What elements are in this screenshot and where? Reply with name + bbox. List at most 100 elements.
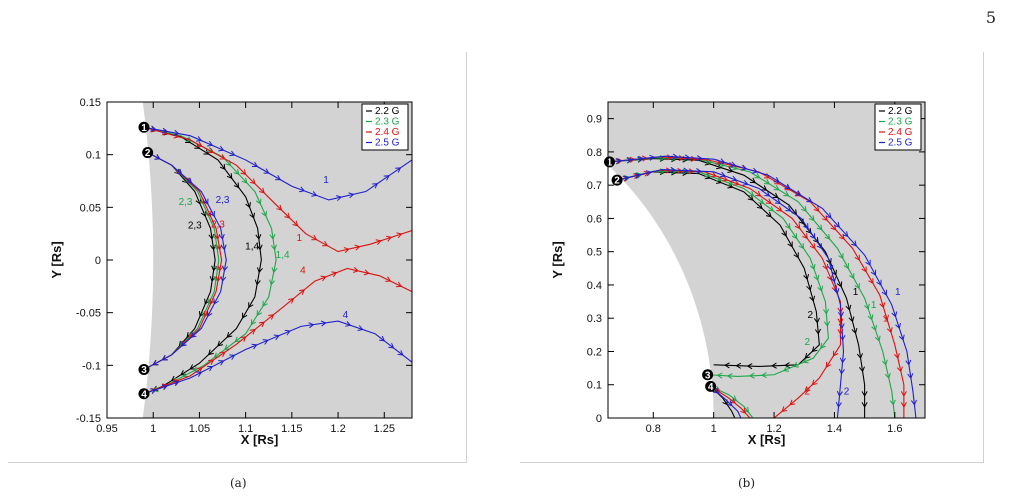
direction-arrow (249, 178, 256, 185)
direction-arrow (822, 263, 829, 271)
direction-arrow (716, 163, 723, 170)
direction-arrow (813, 274, 820, 281)
direction-arrow (385, 276, 392, 282)
direction-arrow (854, 283, 860, 290)
direction-arrow (838, 323, 845, 330)
footpoint-marker (138, 388, 150, 400)
direction-arrow (861, 391, 868, 397)
direction-arrow (719, 158, 726, 165)
direction-arrow (884, 372, 891, 380)
direction-arrow (834, 221, 840, 228)
direction-arrow (215, 276, 222, 283)
direction-arrow (843, 263, 849, 270)
panel-a-frame (8, 52, 467, 463)
direction-arrow (824, 321, 831, 327)
direction-arrow (806, 284, 813, 291)
direction-arrow (833, 288, 840, 295)
direction-arrow (396, 232, 403, 239)
direction-arrow (219, 154, 226, 160)
direction-arrow (886, 327, 893, 334)
curve-label: 1 (853, 287, 859, 298)
direction-arrow (336, 195, 343, 202)
direction-arrow (152, 359, 159, 366)
direction-arrow (234, 336, 241, 343)
direction-arrow (217, 340, 224, 347)
direction-arrow (849, 273, 855, 280)
direction-arrow (684, 154, 691, 161)
direction-arrow (173, 129, 180, 136)
direction-arrow (195, 198, 202, 205)
legend-entry: 2.4 G (888, 127, 913, 138)
direction-arrow (275, 174, 282, 181)
curve-label: 2,3 (211, 219, 225, 230)
direction-arrow (727, 167, 734, 173)
direction-arrow (868, 278, 874, 285)
direction-arrow (196, 367, 203, 373)
direction-arrow (261, 210, 267, 218)
y-tick-label: 0.6 (587, 213, 602, 225)
direction-arrow (203, 149, 210, 155)
direction-arrow (214, 233, 221, 240)
direction-arrow (176, 168, 183, 175)
direction-arrow (733, 180, 740, 186)
direction-arrow (896, 366, 903, 373)
direction-arrow (905, 359, 912, 366)
x-tick-label: 0.8 (646, 423, 661, 435)
curve-label: 1 (883, 314, 889, 325)
direction-arrow (825, 212, 832, 219)
direction-arrow (861, 402, 868, 408)
direction-arrow (271, 267, 278, 274)
direction-arrow (851, 240, 857, 247)
direction-arrow (249, 212, 255, 219)
footpoint-marker (705, 380, 717, 392)
direction-arrow (251, 343, 258, 350)
direction-arrow (820, 342, 826, 349)
direction-arrow (218, 233, 225, 240)
direction-arrow (241, 177, 248, 184)
direction-arrow (348, 192, 355, 199)
plot-frame (607, 101, 926, 419)
direction-arrow (823, 308, 830, 315)
y-axis-title: Y [Rs] (550, 241, 565, 278)
direction-arrow (196, 371, 203, 377)
caption-b: (b) (738, 476, 756, 490)
direction-arrow (276, 204, 283, 211)
x-tick-label: 1.25 (374, 423, 395, 435)
direction-arrow (851, 328, 858, 335)
direction-arrow (233, 168, 240, 175)
shaded-region (608, 102, 925, 418)
direction-arrow (826, 274, 833, 281)
direction-arrow (730, 161, 737, 168)
direction-arrow (216, 244, 223, 251)
legend-entry: 2.2 G (888, 106, 913, 117)
legend-entry: 2.3 G (888, 117, 913, 128)
direction-arrow (690, 155, 697, 162)
direction-arrow (150, 388, 157, 395)
direction-arrow (816, 243, 823, 250)
footpoint-label: 2 (145, 148, 151, 159)
direction-arrow (813, 317, 820, 324)
direction-arrow (806, 196, 813, 203)
direction-arrow (189, 364, 196, 370)
panel-b-frame (520, 52, 984, 463)
direction-arrow (196, 141, 203, 147)
direction-arrow (900, 402, 907, 408)
legend-entry: 2.5 G (888, 138, 913, 149)
direction-arrow (809, 243, 816, 250)
direction-arrow (208, 147, 215, 154)
direction-arrow (811, 346, 818, 353)
direction-arrow (792, 361, 799, 368)
direction-arrow (256, 267, 263, 274)
direction-arrow (838, 368, 845, 375)
direction-arrow (320, 320, 327, 327)
direction-arrow (233, 182, 240, 189)
direction-arrow (804, 353, 811, 359)
direction-arrow (794, 191, 801, 197)
shaded-region (142, 102, 412, 418)
direction-arrow (809, 295, 816, 302)
direction-arrow (764, 191, 771, 197)
direction-arrow (881, 289, 887, 296)
direction-arrow (879, 302, 886, 309)
direction-arrow (726, 400, 733, 407)
